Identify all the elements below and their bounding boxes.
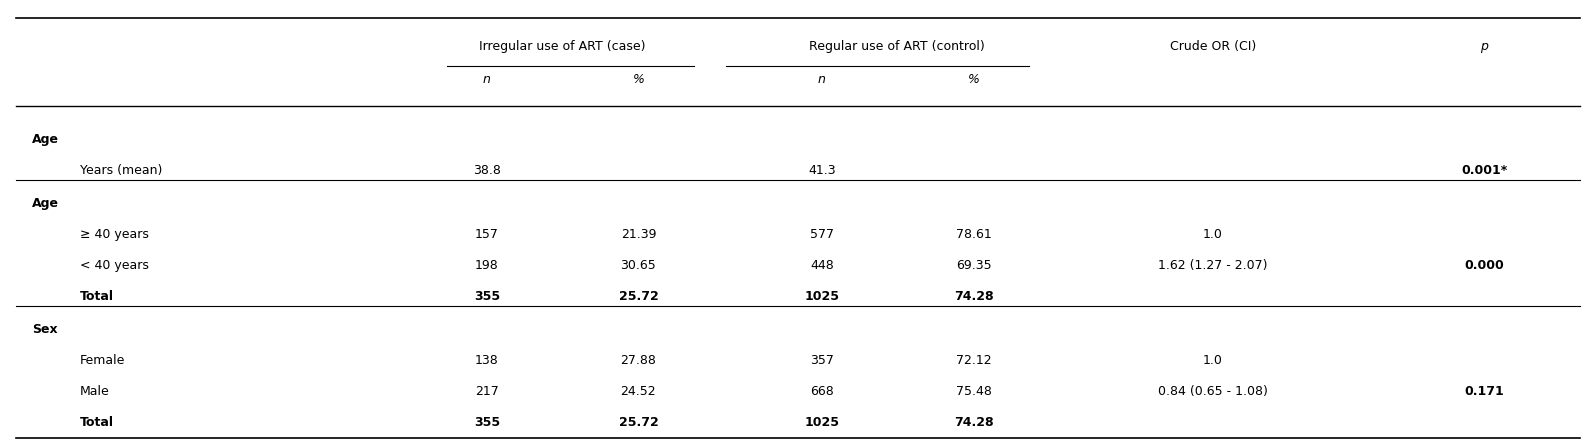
Text: Age: Age xyxy=(32,197,59,210)
Text: 668: 668 xyxy=(811,385,833,398)
Text: 355: 355 xyxy=(474,290,500,303)
Text: < 40 years: < 40 years xyxy=(80,259,148,272)
Text: Age: Age xyxy=(32,133,59,146)
Text: 1.62 (1.27 - 2.07): 1.62 (1.27 - 2.07) xyxy=(1159,259,1267,272)
Text: 1025: 1025 xyxy=(804,290,839,303)
Text: Total: Total xyxy=(80,290,113,303)
Text: Female: Female xyxy=(80,354,124,367)
Text: 1.0: 1.0 xyxy=(1203,228,1223,241)
Text: 74.28: 74.28 xyxy=(954,290,993,303)
Text: 72.12: 72.12 xyxy=(956,354,991,367)
Text: 78.61: 78.61 xyxy=(956,228,991,241)
Text: %: % xyxy=(967,73,980,86)
Text: Total: Total xyxy=(80,415,113,429)
Text: Regular use of ART (control): Regular use of ART (control) xyxy=(809,40,985,53)
Text: Years (mean): Years (mean) xyxy=(80,164,163,177)
Text: 25.72: 25.72 xyxy=(619,290,658,303)
Text: Sex: Sex xyxy=(32,323,57,336)
Text: 38.8: 38.8 xyxy=(472,164,501,177)
Text: 75.48: 75.48 xyxy=(956,385,991,398)
Text: 217: 217 xyxy=(476,385,498,398)
Text: 0.000: 0.000 xyxy=(1465,259,1503,272)
Text: n: n xyxy=(484,73,490,86)
Text: 138: 138 xyxy=(476,354,498,367)
Text: 41.3: 41.3 xyxy=(808,164,836,177)
Text: 74.28: 74.28 xyxy=(954,415,993,429)
Text: 0.001*: 0.001* xyxy=(1462,164,1507,177)
Text: 355: 355 xyxy=(474,415,500,429)
Text: 69.35: 69.35 xyxy=(956,259,991,272)
Text: %: % xyxy=(632,73,645,86)
Text: 0.171: 0.171 xyxy=(1465,385,1503,398)
Text: 448: 448 xyxy=(811,259,833,272)
Text: 1025: 1025 xyxy=(804,415,839,429)
Text: 24.52: 24.52 xyxy=(621,385,656,398)
Text: Irregular use of ART (case): Irregular use of ART (case) xyxy=(479,40,645,53)
Text: 21.39: 21.39 xyxy=(621,228,656,241)
Text: 27.88: 27.88 xyxy=(621,354,656,367)
Text: n: n xyxy=(819,73,825,86)
Text: 30.65: 30.65 xyxy=(621,259,656,272)
Text: p: p xyxy=(1481,40,1487,53)
Text: Crude OR (CI): Crude OR (CI) xyxy=(1170,40,1256,53)
Text: 1.0: 1.0 xyxy=(1203,354,1223,367)
Text: 0.84 (0.65 - 1.08): 0.84 (0.65 - 1.08) xyxy=(1159,385,1267,398)
Text: 357: 357 xyxy=(811,354,833,367)
Text: 198: 198 xyxy=(476,259,498,272)
Text: Male: Male xyxy=(80,385,110,398)
Text: 25.72: 25.72 xyxy=(619,415,658,429)
Text: ≥ 40 years: ≥ 40 years xyxy=(80,228,148,241)
Text: 157: 157 xyxy=(476,228,498,241)
Text: 577: 577 xyxy=(809,228,835,241)
